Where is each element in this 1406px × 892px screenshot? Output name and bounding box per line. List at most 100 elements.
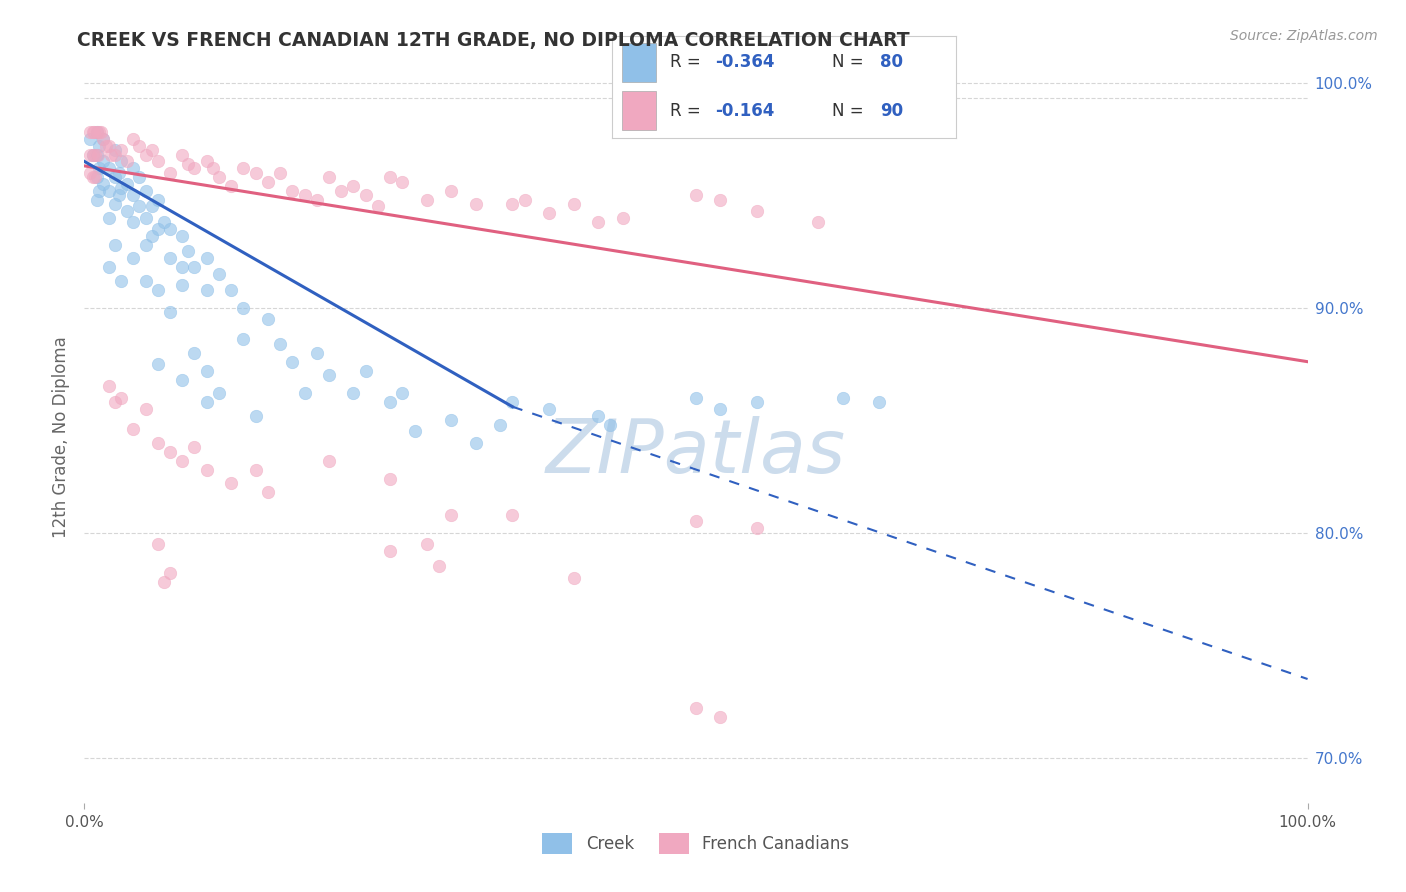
- Point: [159, 566, 181, 581]
- Point: [115, 203, 138, 218]
- Point: [269, 166, 291, 180]
- Point: [122, 215, 145, 229]
- Point: [245, 166, 267, 180]
- Point: [159, 222, 181, 236]
- Point: [330, 184, 353, 198]
- Text: Source: ZipAtlas.com: Source: ZipAtlas.com: [1230, 29, 1378, 43]
- Point: [294, 386, 316, 401]
- Point: [586, 409, 609, 423]
- Point: [115, 154, 138, 169]
- Point: [153, 575, 176, 590]
- Point: [146, 357, 169, 371]
- Point: [104, 395, 127, 409]
- Point: [562, 571, 585, 585]
- Point: [354, 364, 377, 378]
- Point: [141, 228, 163, 243]
- Text: R =: R =: [671, 54, 706, 71]
- Point: [232, 332, 254, 346]
- Point: [464, 435, 486, 450]
- Text: ZIPatlas: ZIPatlas: [546, 416, 846, 488]
- Point: [257, 175, 280, 189]
- Point: [79, 147, 101, 161]
- Point: [86, 125, 108, 139]
- Point: [709, 710, 731, 724]
- Point: [115, 177, 138, 191]
- Point: [97, 184, 120, 198]
- Point: [440, 184, 463, 198]
- Text: CREEK VS FRENCH CANADIAN 12TH GRADE, NO DIPLOMA CORRELATION CHART: CREEK VS FRENCH CANADIAN 12TH GRADE, NO …: [77, 31, 910, 50]
- Point: [245, 463, 267, 477]
- Text: -0.164: -0.164: [716, 102, 775, 120]
- Point: [391, 386, 413, 401]
- Point: [599, 417, 621, 432]
- Point: [91, 132, 114, 146]
- Point: [104, 147, 127, 161]
- Point: [141, 199, 163, 213]
- Point: [87, 138, 110, 153]
- Point: [232, 161, 254, 175]
- Point: [177, 156, 200, 170]
- Point: [177, 244, 200, 259]
- Point: [128, 138, 150, 153]
- Point: [86, 125, 108, 139]
- Point: [201, 161, 224, 175]
- Point: [135, 274, 157, 288]
- Point: [269, 336, 291, 351]
- Point: [416, 193, 439, 207]
- Point: [195, 154, 218, 169]
- Point: [91, 177, 114, 191]
- Point: [86, 193, 108, 207]
- Text: 80: 80: [880, 54, 903, 71]
- Point: [502, 197, 524, 211]
- Point: [257, 312, 280, 326]
- Point: [135, 237, 157, 252]
- Point: [305, 193, 328, 207]
- Point: [159, 305, 181, 319]
- Text: 90: 90: [880, 102, 904, 120]
- Point: [82, 147, 104, 161]
- Text: N =: N =: [832, 102, 869, 120]
- Point: [380, 543, 402, 558]
- Point: [586, 215, 609, 229]
- Point: [83, 125, 105, 139]
- Point: [685, 515, 707, 529]
- Point: [318, 170, 340, 185]
- Y-axis label: 12th Grade, No Diploma: 12th Grade, No Diploma: [52, 336, 70, 538]
- Point: [87, 125, 110, 139]
- Point: [305, 345, 328, 359]
- Point: [367, 199, 389, 213]
- Point: [82, 125, 104, 139]
- Point: [502, 508, 524, 522]
- Point: [90, 125, 112, 139]
- Point: [84, 147, 107, 161]
- Point: [110, 181, 132, 195]
- Point: [141, 143, 163, 157]
- Point: [747, 395, 769, 409]
- Point: [153, 215, 176, 229]
- Point: [96, 138, 118, 153]
- Point: [172, 228, 194, 243]
- FancyBboxPatch shape: [621, 91, 657, 130]
- Point: [709, 193, 731, 207]
- Point: [208, 386, 231, 401]
- Point: [135, 147, 157, 161]
- Point: [122, 188, 145, 202]
- Point: [538, 401, 561, 416]
- FancyBboxPatch shape: [621, 43, 657, 82]
- Point: [146, 222, 169, 236]
- Point: [685, 188, 707, 202]
- Point: [172, 453, 194, 467]
- Point: [380, 395, 402, 409]
- Point: [747, 203, 769, 218]
- Point: [104, 143, 127, 157]
- Point: [195, 283, 218, 297]
- Point: [128, 170, 150, 185]
- Point: [195, 364, 218, 378]
- Point: [354, 188, 377, 202]
- Point: [183, 345, 205, 359]
- Point: [208, 267, 231, 281]
- Point: [183, 440, 205, 454]
- Point: [159, 444, 181, 458]
- Point: [219, 283, 242, 297]
- Point: [84, 170, 107, 185]
